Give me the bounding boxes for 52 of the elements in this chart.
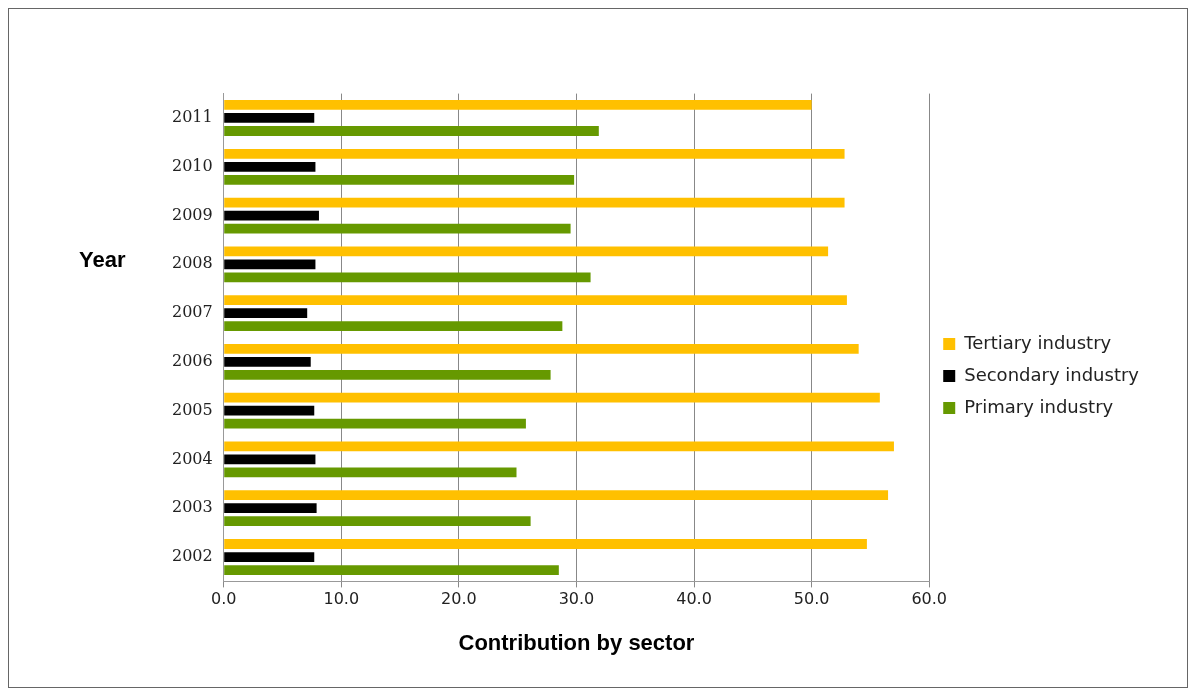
legend-label: Secondary industry bbox=[964, 363, 1140, 385]
bar bbox=[224, 467, 517, 478]
bar bbox=[224, 100, 812, 110]
bar bbox=[224, 370, 551, 380]
bar bbox=[224, 516, 531, 527]
bar bbox=[224, 392, 880, 403]
bar bbox=[224, 148, 845, 159]
legend-label: Tertiary industry bbox=[963, 331, 1112, 353]
y-tick-label: 2010 bbox=[172, 155, 213, 175]
bar bbox=[224, 454, 316, 465]
y-tick-label: 2005 bbox=[172, 399, 213, 419]
y-tick-label: 2006 bbox=[172, 351, 213, 371]
bar bbox=[224, 246, 829, 257]
x-tick-label: 20.0 bbox=[441, 589, 477, 609]
x-tick-label: 10.0 bbox=[323, 589, 360, 609]
y-tick-label: 2011 bbox=[172, 107, 213, 127]
bar bbox=[224, 321, 563, 331]
bar bbox=[224, 539, 867, 549]
y-tick-label: 2004 bbox=[172, 448, 213, 468]
bar bbox=[224, 405, 315, 416]
bar bbox=[224, 490, 889, 501]
bar bbox=[224, 441, 894, 452]
bar bbox=[224, 210, 319, 221]
bar bbox=[224, 418, 526, 429]
bar bbox=[224, 259, 316, 270]
bar bbox=[224, 272, 591, 283]
y-axis-title: Year bbox=[79, 247, 126, 273]
x-tick-label: 50.0 bbox=[793, 589, 830, 609]
bar bbox=[224, 308, 308, 318]
y-tick-label: 2007 bbox=[172, 302, 213, 322]
x-axis-title: Contribution by sector bbox=[458, 629, 695, 655]
bar bbox=[224, 197, 845, 208]
bar bbox=[224, 503, 317, 514]
bar bbox=[224, 552, 315, 562]
x-tick-label: 40.0 bbox=[676, 589, 712, 609]
y-tick-label: 2009 bbox=[172, 204, 213, 224]
bar bbox=[224, 295, 847, 305]
x-tick-label: 60.0 bbox=[911, 589, 948, 609]
bar bbox=[224, 565, 559, 575]
bar bbox=[224, 174, 575, 185]
y-tick-label: 2002 bbox=[172, 546, 213, 566]
bar bbox=[224, 223, 571, 234]
y-tick-label: 2003 bbox=[172, 497, 213, 517]
bar bbox=[224, 357, 311, 367]
y-tick-label: 2008 bbox=[172, 253, 213, 273]
x-tick-label: 0.0 bbox=[210, 589, 237, 609]
bar bbox=[224, 344, 859, 354]
legend-label: Primary industry bbox=[964, 395, 1114, 417]
x-tick-label: 30.0 bbox=[558, 589, 595, 609]
bar bbox=[224, 161, 316, 172]
bar bbox=[224, 126, 599, 136]
bar bbox=[224, 113, 315, 123]
